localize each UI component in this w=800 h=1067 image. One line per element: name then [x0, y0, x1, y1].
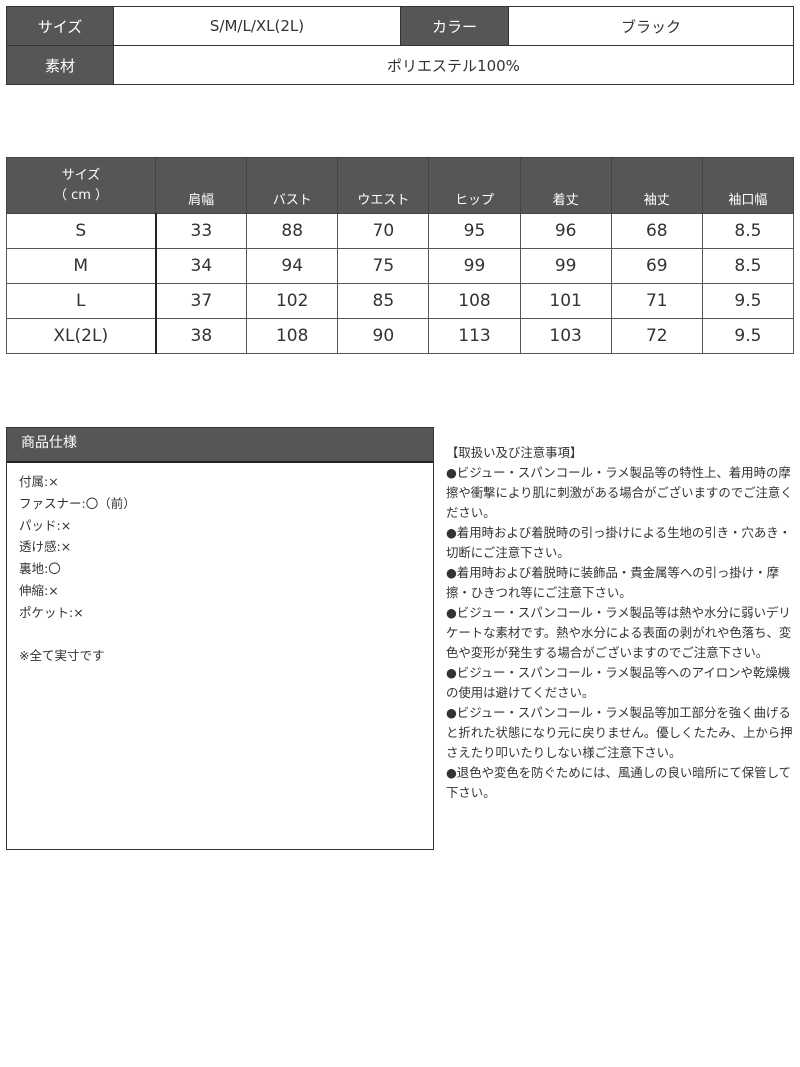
- measure-cell: 8.5: [701, 213, 795, 249]
- measure-cell: 72: [610, 318, 703, 354]
- measure-cell: 94: [246, 248, 339, 284]
- color-value: ブラック: [508, 6, 794, 46]
- spec-item: ファスナー:〇（前）: [19, 495, 136, 511]
- size-value: S/M/L/XL(2L): [113, 6, 401, 46]
- measure-cell: 108: [428, 283, 521, 319]
- table-row: S 33 88 70 95 96 68 8.5: [6, 213, 795, 249]
- column-header: バスト: [246, 157, 339, 214]
- note-item: ●ビジュー・スパンコール・ラメ製品等は熱や水分に弱いデリケートな素材です。熱や水…: [446, 605, 792, 660]
- note-item: ●ビジュー・スパンコール・ラメ製品等へのアイロンや乾燥機の使用は避けてください。: [446, 665, 791, 700]
- note-item: ●着用時および着脱時の引っ掛けによる生地の引き・穴あき・切断にご注意下さい。: [446, 525, 791, 560]
- notes-title: 【取扱い及び注意事項】: [446, 445, 583, 460]
- size-cell: XL(2L): [6, 318, 157, 354]
- size-cell: L: [6, 283, 157, 319]
- size-cell: M: [6, 248, 157, 284]
- measure-cell: 88: [246, 213, 339, 249]
- spec-item: 伸縮:×: [19, 582, 59, 598]
- measure-cell: 95: [428, 213, 521, 249]
- size-cell: S: [6, 213, 157, 249]
- measure-cell: 70: [337, 213, 430, 249]
- spec-item: [19, 624, 433, 646]
- note-item: ●ビジュー・スパンコール・ラメ製品等加工部分を強く曲げると折れた状態になり元に戻…: [446, 705, 793, 760]
- measure-cell: 103: [519, 318, 612, 354]
- note-item: ●ビジュー・スパンコール・ラメ製品等の特性上、着用時の摩擦や衝撃により肌に刺激が…: [446, 465, 793, 520]
- measure-cell: 9.5: [701, 318, 795, 354]
- summary-row: 素材 ポリエステル100%: [6, 45, 794, 85]
- corner-header: サイズ （ cm ）: [6, 157, 156, 214]
- measure-cell: 38: [154, 318, 248, 354]
- spec-item: ポケット:×: [19, 604, 84, 620]
- size-table-header: サイズ （ cm ） 肩幅 バスト ウエスト ヒップ 着丈 袖丈 袖口幅: [6, 157, 795, 214]
- measure-cell: 33: [154, 213, 248, 249]
- measure-cell: 8.5: [701, 248, 795, 284]
- column-header: ウエスト: [337, 157, 430, 214]
- size-label: サイズ: [6, 6, 114, 46]
- measure-cell: 90: [337, 318, 430, 354]
- column-header: ヒップ: [428, 157, 521, 214]
- column-header: 袖丈: [610, 157, 703, 214]
- spec-item: 透け感:×: [19, 539, 72, 555]
- corner-line2: （ cm ）: [53, 187, 109, 203]
- spec-list: 付属:× ファスナー:〇（前） パッド:× 透け感:× 裏地:〇伸縮:× ポケット:× ※全…: [7, 463, 433, 667]
- spec-item: パッド:×: [19, 517, 72, 533]
- column-header: 袖口幅: [701, 157, 795, 214]
- measure-cell: 108: [246, 318, 339, 354]
- measure-cell: 9.5: [701, 283, 795, 319]
- spec-item: 裏地:〇: [19, 561, 61, 577]
- measure-cell: 85: [337, 283, 430, 319]
- color-label: カラー: [400, 6, 509, 46]
- measure-cell: 69: [610, 248, 703, 284]
- spec-title: 商品仕様: [7, 428, 433, 463]
- measure-cell: 75: [337, 248, 430, 284]
- note-item: ●着用時および着脱時に装飾品・貴金属等への引っ掛け・摩擦・ひきつれ等にご注意下さ…: [446, 565, 779, 600]
- column-header: 着丈: [519, 157, 612, 214]
- measure-cell: 37: [154, 283, 248, 319]
- material-value: ポリエステル100%: [113, 45, 794, 85]
- summary-table: サイズ S/M/L/XL(2L) カラー ブラック 素材 ポリエステル100%: [6, 6, 794, 85]
- note-item: ●退色や変色を防ぐためには、風通しの良い暗所にて保管して下さい。: [446, 765, 791, 800]
- measure-cell: 102: [246, 283, 339, 319]
- spec-item: ※全て実寸です: [19, 648, 105, 664]
- measure-cell: 113: [428, 318, 521, 354]
- care-notes: 【取扱い及び注意事項】 ●ビジュー・スパンコール・ラメ製品等の特性上、着用時の摩…: [446, 443, 796, 803]
- measure-cell: 101: [519, 283, 612, 319]
- measure-cell: 99: [519, 248, 612, 284]
- column-header: 肩幅: [154, 157, 248, 214]
- corner-line1: サイズ: [61, 167, 101, 183]
- measure-cell: 96: [519, 213, 612, 249]
- material-label: 素材: [6, 45, 114, 85]
- measure-cell: 34: [154, 248, 248, 284]
- table-row: L 37 102 85 108 101 71 9.5: [6, 283, 795, 319]
- measure-cell: 68: [610, 213, 703, 249]
- measure-cell: 99: [428, 248, 521, 284]
- size-table: サイズ（ cm ） 肩幅 バスト ウエスト ヒップ 着丈 袖丈 袖口幅 S 33 88 70 95 9…: [6, 157, 795, 354]
- table-row: XL(2L) 38 108 90 113 103 72 9.5: [6, 318, 795, 354]
- measure-cell: 71: [610, 283, 703, 319]
- table-row: M 34 94 75 99 99 69 8.5: [6, 248, 795, 284]
- spec-panel: 商品仕様 付属:× ファスナー:〇（前） パッド:× 透け感:× 裏地:〇伸縮:× ポケッ…: [6, 427, 434, 850]
- spec-item: 付属:×: [19, 474, 59, 489]
- summary-row: サイズ S/M/L/XL(2L) カラー ブラック: [6, 6, 794, 46]
